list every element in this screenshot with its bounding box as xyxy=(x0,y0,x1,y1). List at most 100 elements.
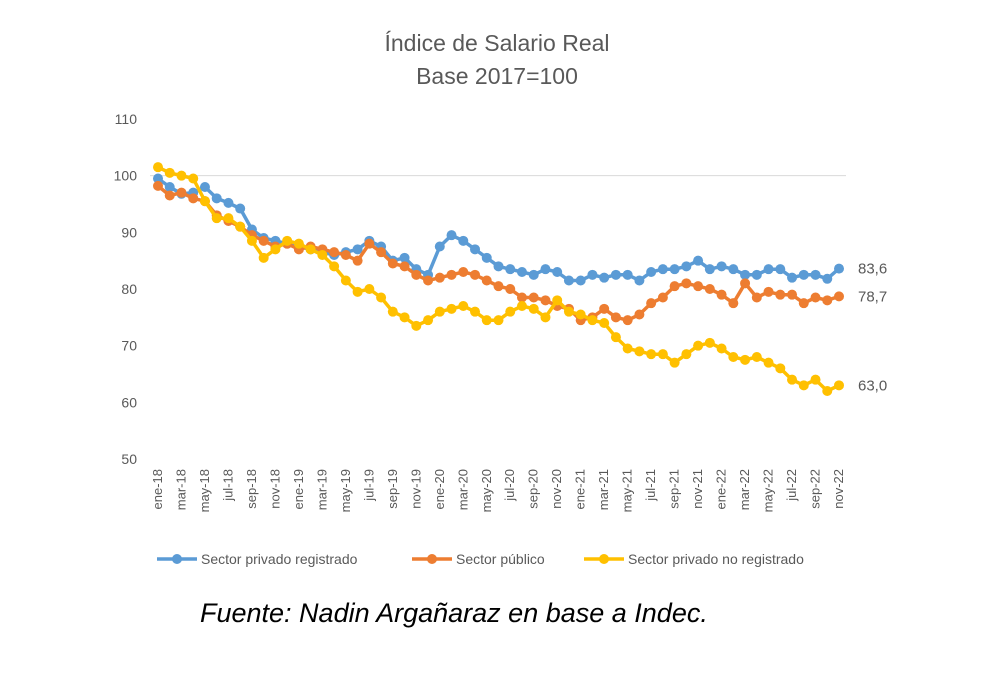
end-value-label: 78,7 xyxy=(858,288,887,305)
data-point xyxy=(552,295,563,306)
data-point xyxy=(211,213,222,224)
x-tick-label: sep-19 xyxy=(385,469,400,509)
data-point xyxy=(787,374,798,385)
data-point xyxy=(763,264,774,275)
data-point xyxy=(634,309,645,320)
data-point xyxy=(634,346,645,357)
y-tick-label: 90 xyxy=(121,224,137,240)
data-point xyxy=(763,357,774,368)
data-point xyxy=(622,269,633,280)
y-tick-label: 70 xyxy=(121,338,137,354)
data-point xyxy=(740,354,751,365)
chart-title: Índice de Salario Real xyxy=(384,30,609,56)
data-point xyxy=(153,180,163,191)
data-point xyxy=(669,357,680,368)
x-tick-label: sep-22 xyxy=(808,469,823,509)
data-point xyxy=(188,193,199,204)
data-point xyxy=(293,238,304,249)
x-tick-label: sep-18 xyxy=(244,469,259,509)
data-point xyxy=(470,269,481,280)
data-point xyxy=(810,374,821,385)
data-point xyxy=(493,281,504,292)
data-point xyxy=(481,252,492,263)
data-point xyxy=(282,235,293,246)
data-point xyxy=(352,244,363,255)
data-point xyxy=(199,182,210,192)
data-point xyxy=(728,264,739,275)
data-point xyxy=(599,318,610,328)
legend-label: Sector público xyxy=(456,551,545,567)
x-tick-label: nov-20 xyxy=(549,469,564,509)
data-point xyxy=(716,343,727,354)
chart-subtitle: Base 2017=100 xyxy=(416,63,578,89)
legend: Sector privado registrado Sector público S… xyxy=(157,551,804,567)
data-point xyxy=(704,337,715,348)
x-tick-label: mar-22 xyxy=(737,469,752,510)
x-tick-label: ene-21 xyxy=(573,469,588,509)
data-point xyxy=(646,349,657,360)
data-point xyxy=(834,263,844,274)
source-note: Fuente: Nadin Argañaraz en base a Indec. xyxy=(200,598,708,628)
data-point xyxy=(728,298,739,309)
data-point xyxy=(834,291,844,302)
data-point xyxy=(199,196,210,207)
data-point xyxy=(270,244,281,255)
data-point xyxy=(458,301,469,311)
data-point xyxy=(516,267,527,277)
data-point xyxy=(423,315,434,326)
data-point xyxy=(575,275,586,286)
data-point xyxy=(364,238,375,249)
data-point xyxy=(740,278,751,289)
data-point xyxy=(470,306,481,317)
data-point xyxy=(798,380,809,391)
legend-label: Sector privado no registrado xyxy=(628,551,804,567)
data-point xyxy=(423,275,434,286)
end-value-label: 83,6 xyxy=(858,261,887,278)
data-point xyxy=(434,272,445,283)
data-point xyxy=(775,264,786,275)
x-tick-label: jul-20 xyxy=(502,469,517,502)
data-point xyxy=(599,303,610,314)
data-point xyxy=(693,281,704,292)
end-labels: 83,6 78,7 63,0 xyxy=(858,261,887,395)
x-tick-label: ene-18 xyxy=(150,469,165,509)
series-sector-privado-registrado xyxy=(153,173,844,286)
data-point xyxy=(540,295,551,306)
x-tick-label: may-19 xyxy=(338,469,353,512)
data-point xyxy=(740,269,751,280)
x-tick-label: mar-19 xyxy=(314,469,329,510)
data-point xyxy=(681,261,692,272)
data-point xyxy=(716,261,727,272)
x-tick-label: jul-18 xyxy=(220,469,235,502)
data-point xyxy=(540,264,551,275)
data-point xyxy=(411,320,422,331)
data-point xyxy=(481,275,492,286)
data-point xyxy=(505,264,516,275)
data-point xyxy=(411,269,422,280)
x-tick-label: ene-22 xyxy=(714,469,729,509)
data-point xyxy=(493,261,504,272)
data-point xyxy=(610,312,621,323)
data-point xyxy=(528,303,539,314)
data-point xyxy=(681,349,692,360)
data-point xyxy=(622,343,633,354)
x-tick-label: nov-18 xyxy=(267,469,282,509)
data-point xyxy=(505,306,516,317)
data-point xyxy=(822,295,833,306)
data-point xyxy=(493,315,504,326)
data-point xyxy=(528,269,539,280)
data-point xyxy=(775,363,786,374)
y-tick-label: 110 xyxy=(115,111,138,127)
data-point xyxy=(387,306,398,317)
data-point xyxy=(657,264,668,275)
data-point xyxy=(763,286,774,297)
data-point xyxy=(153,173,163,184)
data-point xyxy=(446,303,457,314)
data-point xyxy=(235,203,246,214)
data-point xyxy=(164,190,175,201)
x-tick-label: nov-21 xyxy=(690,469,705,509)
x-axis: ene-18 mar-18 may-18 jul-18 sep-18 nov-18 ene-… xyxy=(150,469,846,512)
data-point xyxy=(235,221,246,232)
data-point xyxy=(434,241,445,252)
